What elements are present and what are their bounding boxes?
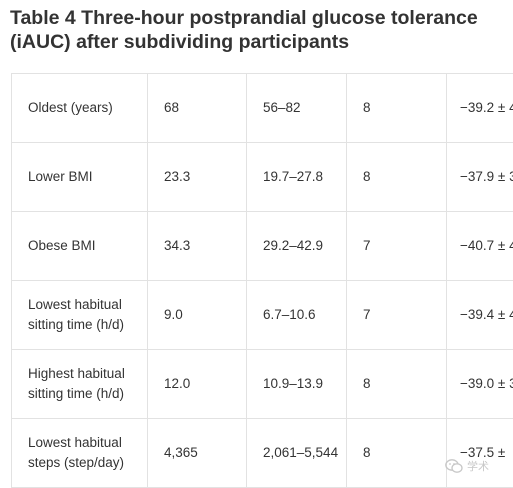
mean-cell: 34.3 xyxy=(147,211,247,281)
row-label-cell: Lower BMI xyxy=(11,142,148,212)
table-row: Oldest (years) 68 56–82 8 −39.2 ± 4.0 xyxy=(11,73,513,143)
watermark-text: 学术 xyxy=(467,461,489,473)
mean-cell: 9.0 xyxy=(147,280,247,350)
range-cell: 6.7–10.6 xyxy=(246,280,347,350)
n-cell: 8 xyxy=(346,142,447,212)
row-label-cell: Lowest habitual steps (step/day) xyxy=(11,418,148,488)
n-cell: 8 xyxy=(346,349,447,419)
n-cell: 8 xyxy=(346,418,447,488)
iauc-change-cell: −39.4 ± 4.5 xyxy=(446,280,513,350)
range-cell: 10.9–13.9 xyxy=(246,349,347,419)
row-label-cell: Lowest habitual sitting time (h/d) xyxy=(11,280,148,350)
n-cell: 7 xyxy=(346,211,447,281)
mean-cell: 68 xyxy=(147,73,247,143)
iauc-change-cell: −37.5 ± xyxy=(446,418,513,488)
table-row: Highest habitual sitting time (h/d) 12.0… xyxy=(11,349,513,419)
table-container[interactable]: Oldest (years) 68 56–82 8 −39.2 ± 4.0 Lo… xyxy=(11,73,513,488)
iauc-change-cell: −40.7 ± 4.0 xyxy=(446,211,513,281)
iauc-change-cell: −39.0 ± 3.0 xyxy=(446,349,513,419)
table-row: Obese BMI 34.3 29.2–42.9 7 −40.7 ± 4.0 xyxy=(11,211,513,281)
row-label-cell: Obese BMI xyxy=(11,211,148,281)
n-cell: 8 xyxy=(346,73,447,143)
range-cell: 56–82 xyxy=(246,73,347,143)
mean-cell: 12.0 xyxy=(147,349,247,419)
data-table: Oldest (years) 68 56–82 8 −39.2 ± 4.0 Lo… xyxy=(11,73,513,488)
range-cell: 2,061–5,544 xyxy=(246,418,347,488)
wechat-logo-icon xyxy=(445,458,463,474)
n-cell: 7 xyxy=(346,280,447,350)
row-label-cell: Highest habitual sitting time (h/d) xyxy=(11,349,148,419)
table-row: Lowest habitual steps (step/day) 4,365 2… xyxy=(11,418,513,488)
watermark: 学术 xyxy=(445,458,489,474)
iauc-change-cell: −37.9 ± 3.4 xyxy=(446,142,513,212)
range-cell: 29.2–42.9 xyxy=(246,211,347,281)
row-label-cell: Oldest (years) xyxy=(11,73,148,143)
table-row: Lowest habitual sitting time (h/d) 9.0 6… xyxy=(11,280,513,350)
iauc-change-cell: −39.2 ± 4.0 xyxy=(446,73,513,143)
mean-cell: 23.3 xyxy=(147,142,247,212)
table-title: Table 4 Three-hour postprandial glucose … xyxy=(10,7,478,53)
table-row: Lower BMI 23.3 19.7–27.8 8 −37.9 ± 3.4 xyxy=(11,142,513,212)
mean-cell: 4,365 xyxy=(147,418,247,488)
range-cell: 19.7–27.8 xyxy=(246,142,347,212)
